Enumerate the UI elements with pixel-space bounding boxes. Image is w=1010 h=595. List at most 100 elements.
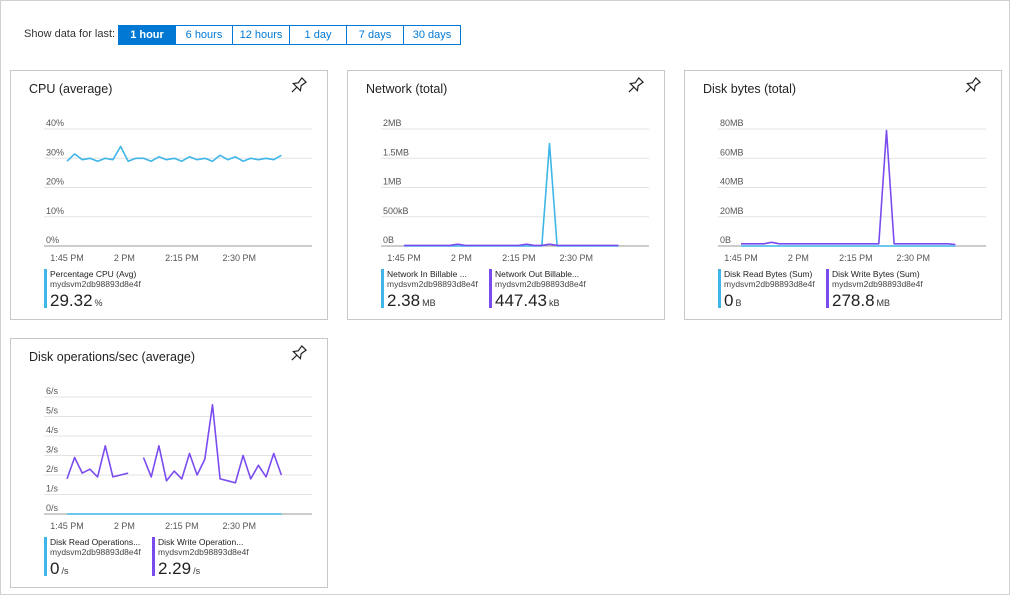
- summary-unit: B: [735, 298, 741, 308]
- pin-shape: [965, 77, 981, 93]
- summary-value: 29.32: [50, 291, 93, 310]
- x-tick-label: 2 PM: [114, 521, 135, 531]
- legend-resource: mydsvm2db98893d8e4f: [495, 279, 586, 289]
- y-tick-label: 40MB: [720, 177, 744, 187]
- legend-swatch: [718, 269, 721, 308]
- pin-shape: [291, 77, 307, 93]
- x-tick-label: 2:30 PM: [222, 253, 256, 263]
- time-range-button[interactable]: 12 hours: [232, 25, 290, 45]
- time-range-button[interactable]: 30 days: [403, 25, 461, 45]
- legend-resource: mydsvm2db98893d8e4f: [158, 547, 249, 557]
- y-tick-label: 30%: [46, 147, 64, 157]
- legend-resource: mydsvm2db98893d8e4f: [724, 279, 815, 289]
- time-range-options: 1 hour 6 hours 12 hours 1 day 7 days 30 days: [118, 25, 461, 45]
- y-tick-label: 5/s: [46, 406, 59, 416]
- summary-value: 2.38: [387, 291, 420, 310]
- x-tick-label: 2:30 PM: [222, 521, 256, 531]
- y-tick-label: 60MB: [720, 147, 744, 157]
- legend-name: Disk Write Bytes (Sum): [832, 269, 920, 279]
- chart-title: CPU (average): [29, 82, 112, 96]
- x-tick-label: 1:45 PM: [50, 253, 84, 263]
- time-range-button[interactable]: 6 hours: [175, 25, 233, 45]
- legend-resource: mydsvm2db98893d8e4f: [50, 279, 141, 289]
- toolbar-label: Show data for last:: [24, 28, 116, 40]
- legend-swatch: [152, 537, 155, 576]
- legend-swatch: [489, 269, 492, 308]
- x-tick-label: 2:30 PM: [896, 253, 930, 263]
- y-tick-label: 3/s: [46, 445, 59, 455]
- legend-name: Network In Billable ...: [387, 269, 467, 279]
- y-tick-label: 0/s: [46, 503, 59, 513]
- x-tick-label: 1:45 PM: [387, 253, 421, 263]
- y-tick-label: 40%: [46, 118, 64, 128]
- legend-swatch: [381, 269, 384, 308]
- y-tick-label: 0B: [383, 235, 394, 245]
- time-range-button[interactable]: 1 day: [289, 25, 347, 45]
- legend-name: Percentage CPU (Avg): [50, 269, 136, 279]
- y-tick-label: 1.5MB: [383, 147, 409, 157]
- pin-icon[interactable]: [288, 77, 307, 96]
- legend-name: Network Out Billable...: [495, 269, 579, 279]
- summary-unit: /s: [193, 566, 201, 576]
- x-tick-label: 2:15 PM: [502, 253, 536, 263]
- chart: Network (total) 0B 500kB 1MB 1.5MB 2MB 1:45 PM…: [366, 77, 649, 310]
- x-tick-label: 2 PM: [114, 253, 135, 263]
- summary-unit: MB: [877, 298, 891, 308]
- summary-value: 447.43: [495, 291, 547, 310]
- series-line: [66, 145, 282, 162]
- legend-swatch: [44, 269, 47, 308]
- legend-swatch: [826, 269, 829, 308]
- x-tick-label: 2:30 PM: [559, 253, 593, 263]
- y-tick-label: 2/s: [46, 464, 59, 474]
- chart-tile[interactable]: Disk operations/sec (average) 0/s 1/s 2/s 3/…: [10, 338, 328, 588]
- x-tick-label: 2:15 PM: [165, 253, 199, 263]
- y-tick-label: 20%: [46, 177, 64, 187]
- summary-unit: MB: [422, 298, 436, 308]
- legend-name: Disk Read Bytes (Sum): [724, 269, 812, 279]
- chart-title: Network (total): [366, 82, 447, 96]
- summary-unit: %: [95, 298, 103, 308]
- summary-unit: kB: [549, 298, 560, 308]
- series-line: [741, 129, 956, 246]
- legend-name: Disk Write Operation...: [158, 537, 243, 547]
- pin-icon[interactable]: [288, 345, 307, 364]
- pin-shape: [628, 77, 644, 93]
- chart-tile[interactable]: Disk bytes (total) 0B 20MB 40MB 60MB 80MB 1:45…: [684, 70, 1002, 320]
- y-tick-label: 2MB: [383, 118, 402, 128]
- legend-name: Disk Read Operations...: [50, 537, 140, 547]
- summary-value: 2.29: [158, 559, 191, 578]
- y-tick-label: 6/s: [46, 386, 59, 396]
- legend-resource: mydsvm2db98893d8e4f: [387, 279, 478, 289]
- y-tick-label: 4/s: [46, 425, 59, 435]
- chart-tile[interactable]: CPU (average) 0% 10% 20% 30% 40% 1:45 PM 2 PM 2:…: [10, 70, 328, 320]
- chart: Disk operations/sec (average) 0/s 1/s 2/s 3/…: [29, 345, 312, 578]
- x-tick-label: 2 PM: [788, 253, 809, 263]
- chart-title: Disk bytes (total): [703, 82, 796, 96]
- time-range-button[interactable]: 7 days: [346, 25, 404, 45]
- x-tick-label: 1:45 PM: [724, 253, 758, 263]
- pin-icon[interactable]: [962, 77, 981, 96]
- chart: Disk bytes (total) 0B 20MB 40MB 60MB 80MB 1:45…: [703, 77, 986, 310]
- y-tick-label: 1/s: [46, 484, 59, 494]
- series-line: [404, 142, 619, 247]
- y-tick-label: 1MB: [383, 177, 402, 187]
- x-tick-label: 2:15 PM: [165, 521, 199, 531]
- y-tick-label: 80MB: [720, 118, 744, 128]
- y-tick-label: 500kB: [383, 206, 409, 216]
- x-tick-label: 1:45 PM: [50, 521, 84, 531]
- pin-icon[interactable]: [625, 77, 644, 96]
- x-tick-label: 2 PM: [451, 253, 472, 263]
- summary-unit: /s: [61, 566, 69, 576]
- series-line: [404, 243, 619, 247]
- pin-shape: [291, 345, 307, 361]
- summary-value: 278.8: [832, 291, 875, 310]
- y-tick-label: 10%: [46, 206, 64, 216]
- legend-swatch: [44, 537, 47, 576]
- time-range-button[interactable]: 1 hour: [118, 25, 176, 45]
- chart-tile[interactable]: Network (total) 0B 500kB 1MB 1.5MB 2MB 1:45 PM…: [347, 70, 665, 320]
- x-tick-label: 2:15 PM: [839, 253, 873, 263]
- chart: CPU (average) 0% 10% 20% 30% 40% 1:45 PM 2 PM 2:…: [29, 77, 312, 310]
- y-tick-label: 0%: [46, 235, 59, 245]
- legend-resource: mydsvm2db98893d8e4f: [50, 547, 141, 557]
